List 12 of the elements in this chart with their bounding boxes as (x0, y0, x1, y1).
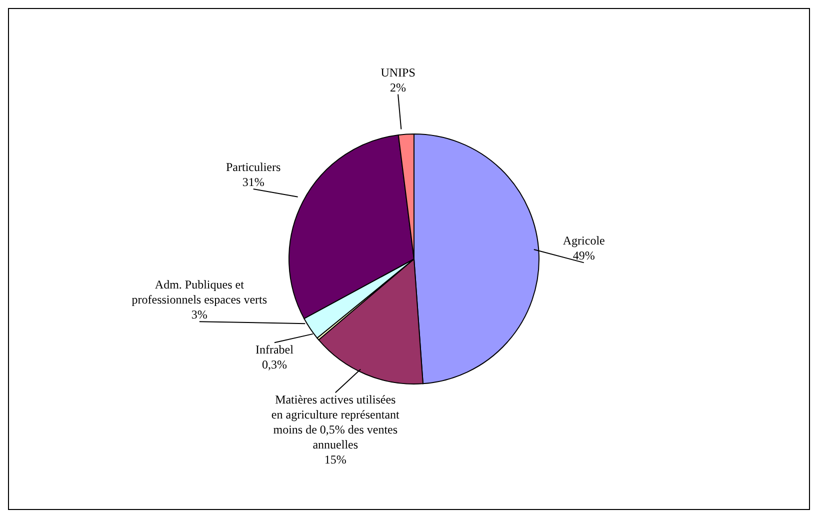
slice-label: Infrabel (255, 342, 294, 357)
data-label: 49% (572, 248, 595, 263)
slice-label: Adm. Publiques et professionnels espaces verts (132, 278, 268, 307)
data-label: 31% (242, 175, 264, 190)
data-label: 15% (324, 452, 346, 467)
data-label: 0,3% (262, 358, 287, 372)
slice-label: Agricole (562, 234, 605, 248)
data-label: 2% (390, 80, 406, 94)
slice-label: Particuliers (226, 160, 281, 174)
slice-label: Matières actives utilisées en agriculture représentant moins de 0,5% des ventes annuelles (271, 392, 400, 452)
slice-label: UNIPS (380, 65, 416, 80)
data-label: 3% (191, 308, 208, 322)
